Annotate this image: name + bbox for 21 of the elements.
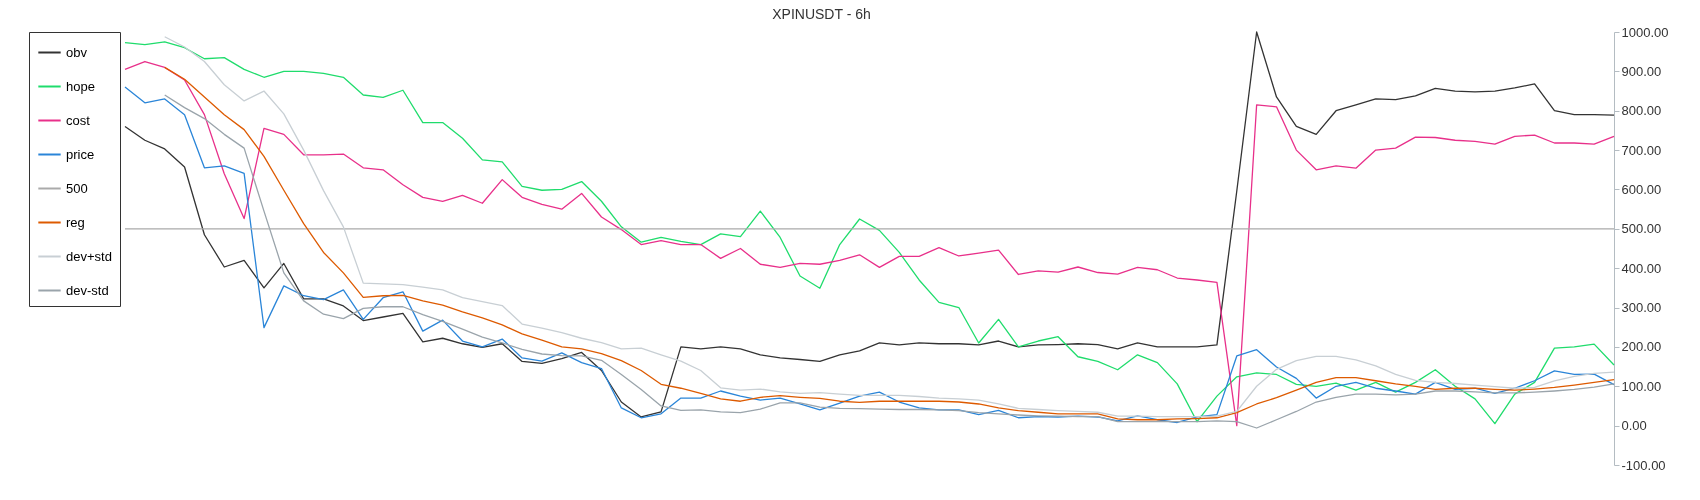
legend-label: dev+std [66, 248, 112, 264]
y-tick-label: 500.00 [1621, 221, 1662, 237]
legend-label: hope [66, 78, 95, 94]
y-tick-label: 600.00 [1621, 181, 1662, 197]
y-tick-label: 100.00 [1621, 378, 1662, 394]
y-tick-label: 800.00 [1621, 103, 1662, 119]
y-tick-label: 200.00 [1621, 339, 1662, 355]
y-tick-label: 0.00 [1621, 418, 1647, 434]
y-tick-label: 700.00 [1621, 142, 1662, 158]
legend-label: reg [66, 214, 85, 230]
y-tick-label: 1000.00 [1621, 24, 1669, 40]
legend-label: 500 [66, 180, 88, 196]
legend-label: dev-std [66, 282, 109, 298]
legend-label: price [66, 146, 95, 162]
legend-label: obv [66, 44, 88, 60]
legend-label: cost [66, 112, 91, 128]
y-tick-label: 300.00 [1621, 300, 1662, 316]
y-tick-label: 400.00 [1621, 260, 1662, 276]
chart-title: XPINUSDT - 6h [772, 6, 871, 22]
y-tick-label: 900.00 [1621, 63, 1662, 79]
y-tick-label: -100.00 [1621, 457, 1666, 473]
